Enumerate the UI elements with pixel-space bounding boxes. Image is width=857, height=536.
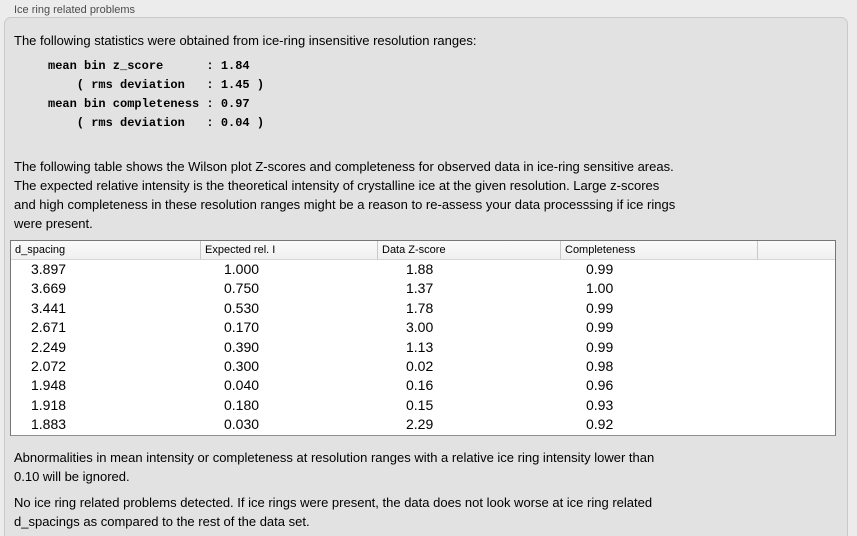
table-cell: 0.99 [586,338,614,355]
table-cell: 1.88 [406,261,434,277]
column-header-expected-rel-i[interactable]: Expected rel. I [201,241,378,259]
table-row[interactable]: 3.441 0.530 1.78 0.99 [11,298,835,319]
table-cell: 3.00 [406,319,434,336]
table-cell-filler [758,338,835,357]
table-description-text: The following table shows the Wilson plo… [14,159,676,231]
table-cell: 0.98 [586,357,614,374]
table-cell: 1.37 [406,280,434,297]
table-row[interactable]: 3.897 1.000 1.88 0.99 [11,260,835,280]
table-row[interactable]: 1.883 0.030 2.29 0.92 [11,415,835,435]
table-cell: 3.669 [31,280,67,297]
conclusion-text: No ice ring related problems detected. I… [14,495,653,529]
table-row[interactable]: 1.948 0.040 0.16 0.96 [11,376,835,396]
table-cell: 0.99 [586,261,614,277]
table-cell: 0.16 [406,377,434,394]
table-row[interactable]: 2.072 0.300 0.02 0.98 [11,356,835,377]
table-cell: 0.96 [586,377,614,394]
table-cell: 0.030 [224,416,260,433]
table-cell-filler [758,357,835,376]
table-cell: 2.072 [31,357,67,374]
table-cell: 0.300 [224,357,260,374]
table-cell: 0.93 [586,396,614,413]
table-cell: 0.15 [406,396,434,413]
statistics-intro-text: The following statistics were obtained f… [14,33,477,48]
table-row[interactable]: 3.669 0.750 1.37 1.00 [11,279,835,299]
mean-bin-stats-block: mean bin z_score : 1.84 ( rms deviation … [48,59,265,130]
table-cell: 1.883 [31,416,67,433]
table-cell: 0.180 [224,396,260,413]
panel-title: Ice ring related problems [14,4,136,16]
table-cell: 1.13 [406,338,434,355]
table-cell: 1.78 [406,299,434,316]
table-cell: 0.390 [224,338,260,355]
table-cell-filler [758,396,835,415]
footnote-text: Abnormalities in mean intensity or compl… [14,450,655,484]
table-cell: 0.170 [224,319,260,336]
table-cell-filler [758,279,835,298]
table-cell: 1.918 [31,396,67,413]
ice-ring-table: d_spacing Expected rel. I Data Z-score C… [10,240,836,436]
table-cell-filler [758,318,835,337]
table-cell-filler [758,415,835,434]
table-cell-filler [758,376,835,395]
table-cell: 0.92 [586,416,614,433]
table-cell: 0.040 [224,377,260,394]
table-cell: 2.249 [31,338,67,355]
ice-ring-panel: The following statistics were obtained f… [4,17,848,536]
column-header-completeness[interactable]: Completeness [561,241,758,259]
table-cell: 2.29 [406,416,434,433]
column-header-filler [758,241,835,259]
table-cell: 1.00 [586,280,614,297]
table-cell: 0.99 [586,299,614,316]
table-header-row: d_spacing Expected rel. I Data Z-score C… [11,241,835,260]
column-header-d-spacing[interactable]: d_spacing [11,241,201,259]
table-cell: 2.671 [31,319,67,336]
table-cell: 0.750 [224,280,260,297]
column-header-data-z-score[interactable]: Data Z-score [378,241,561,259]
table-cell: 1.948 [31,377,67,394]
table-cell: 0.530 [224,299,260,316]
table-cell-filler [758,299,835,318]
table-body: 3.897 1.000 1.88 0.99 3.669 0.750 1.37 1.00 3.44… [11,260,835,435]
table-cell: 1.000 [224,261,260,277]
table-cell: 0.02 [406,357,434,374]
table-row[interactable]: 1.918 0.180 0.15 0.93 [11,395,835,416]
table-cell: 0.99 [586,319,614,336]
table-row[interactable]: 2.249 0.390 1.13 0.99 [11,337,835,357]
table-row[interactable]: 2.671 0.170 3.00 0.99 [11,318,835,338]
table-cell: 3.897 [31,261,67,277]
table-cell: 3.441 [31,299,67,316]
table-cell-filler [758,260,835,279]
